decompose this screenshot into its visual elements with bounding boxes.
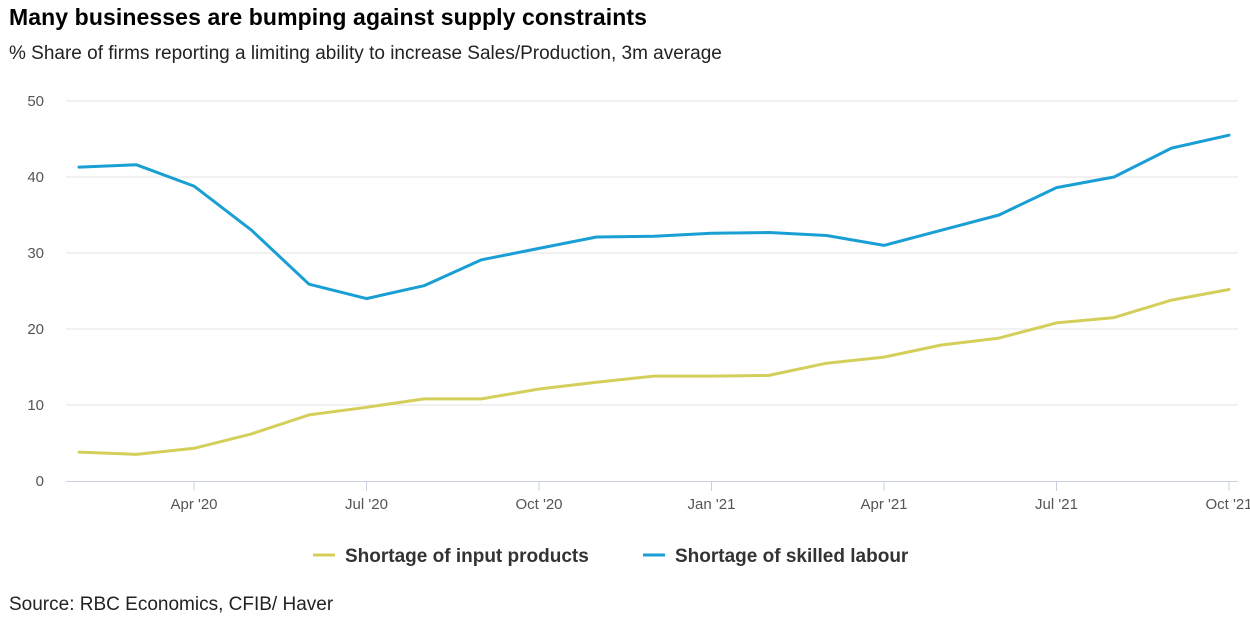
line-chart: 0 10 20 30 40 50 Apr '20 Jul '20 Oct '20 Jan '21 A… xyxy=(27,93,1250,567)
x-tick-label: Oct '20 xyxy=(515,496,562,513)
y-tick-label: 10 xyxy=(27,397,44,414)
y-tick-label: 50 xyxy=(27,93,44,110)
source-note: Source: RBC Economics, CFIB/ Haver xyxy=(9,594,334,615)
y-tick-label: 0 xyxy=(36,473,44,490)
y-tick-label: 40 xyxy=(27,169,44,186)
legend-skilled-labour-label: Shortage of skilled labour xyxy=(675,546,909,567)
x-tick-label: Apr '21 xyxy=(860,496,907,513)
series-line-input-products xyxy=(77,288,1231,456)
series-line-skilled-labour xyxy=(77,133,1231,301)
x-tick-label: Jul '21 xyxy=(1035,496,1078,513)
x-tick-label: Jul '20 xyxy=(345,496,388,513)
chart-title: Many businesses are bumping against supp… xyxy=(9,4,648,30)
chart-subtitle: % Share of firms reporting a limiting ab… xyxy=(9,43,722,64)
x-tick-label: Jan '21 xyxy=(688,496,736,513)
legend-input-products-label: Shortage of input products xyxy=(345,546,589,567)
x-tick-label: Apr '20 xyxy=(170,496,217,513)
y-tick-label: 20 xyxy=(27,321,44,338)
x-tick-label: Oct '21 xyxy=(1205,496,1250,513)
y-tick-label: 30 xyxy=(27,245,44,262)
